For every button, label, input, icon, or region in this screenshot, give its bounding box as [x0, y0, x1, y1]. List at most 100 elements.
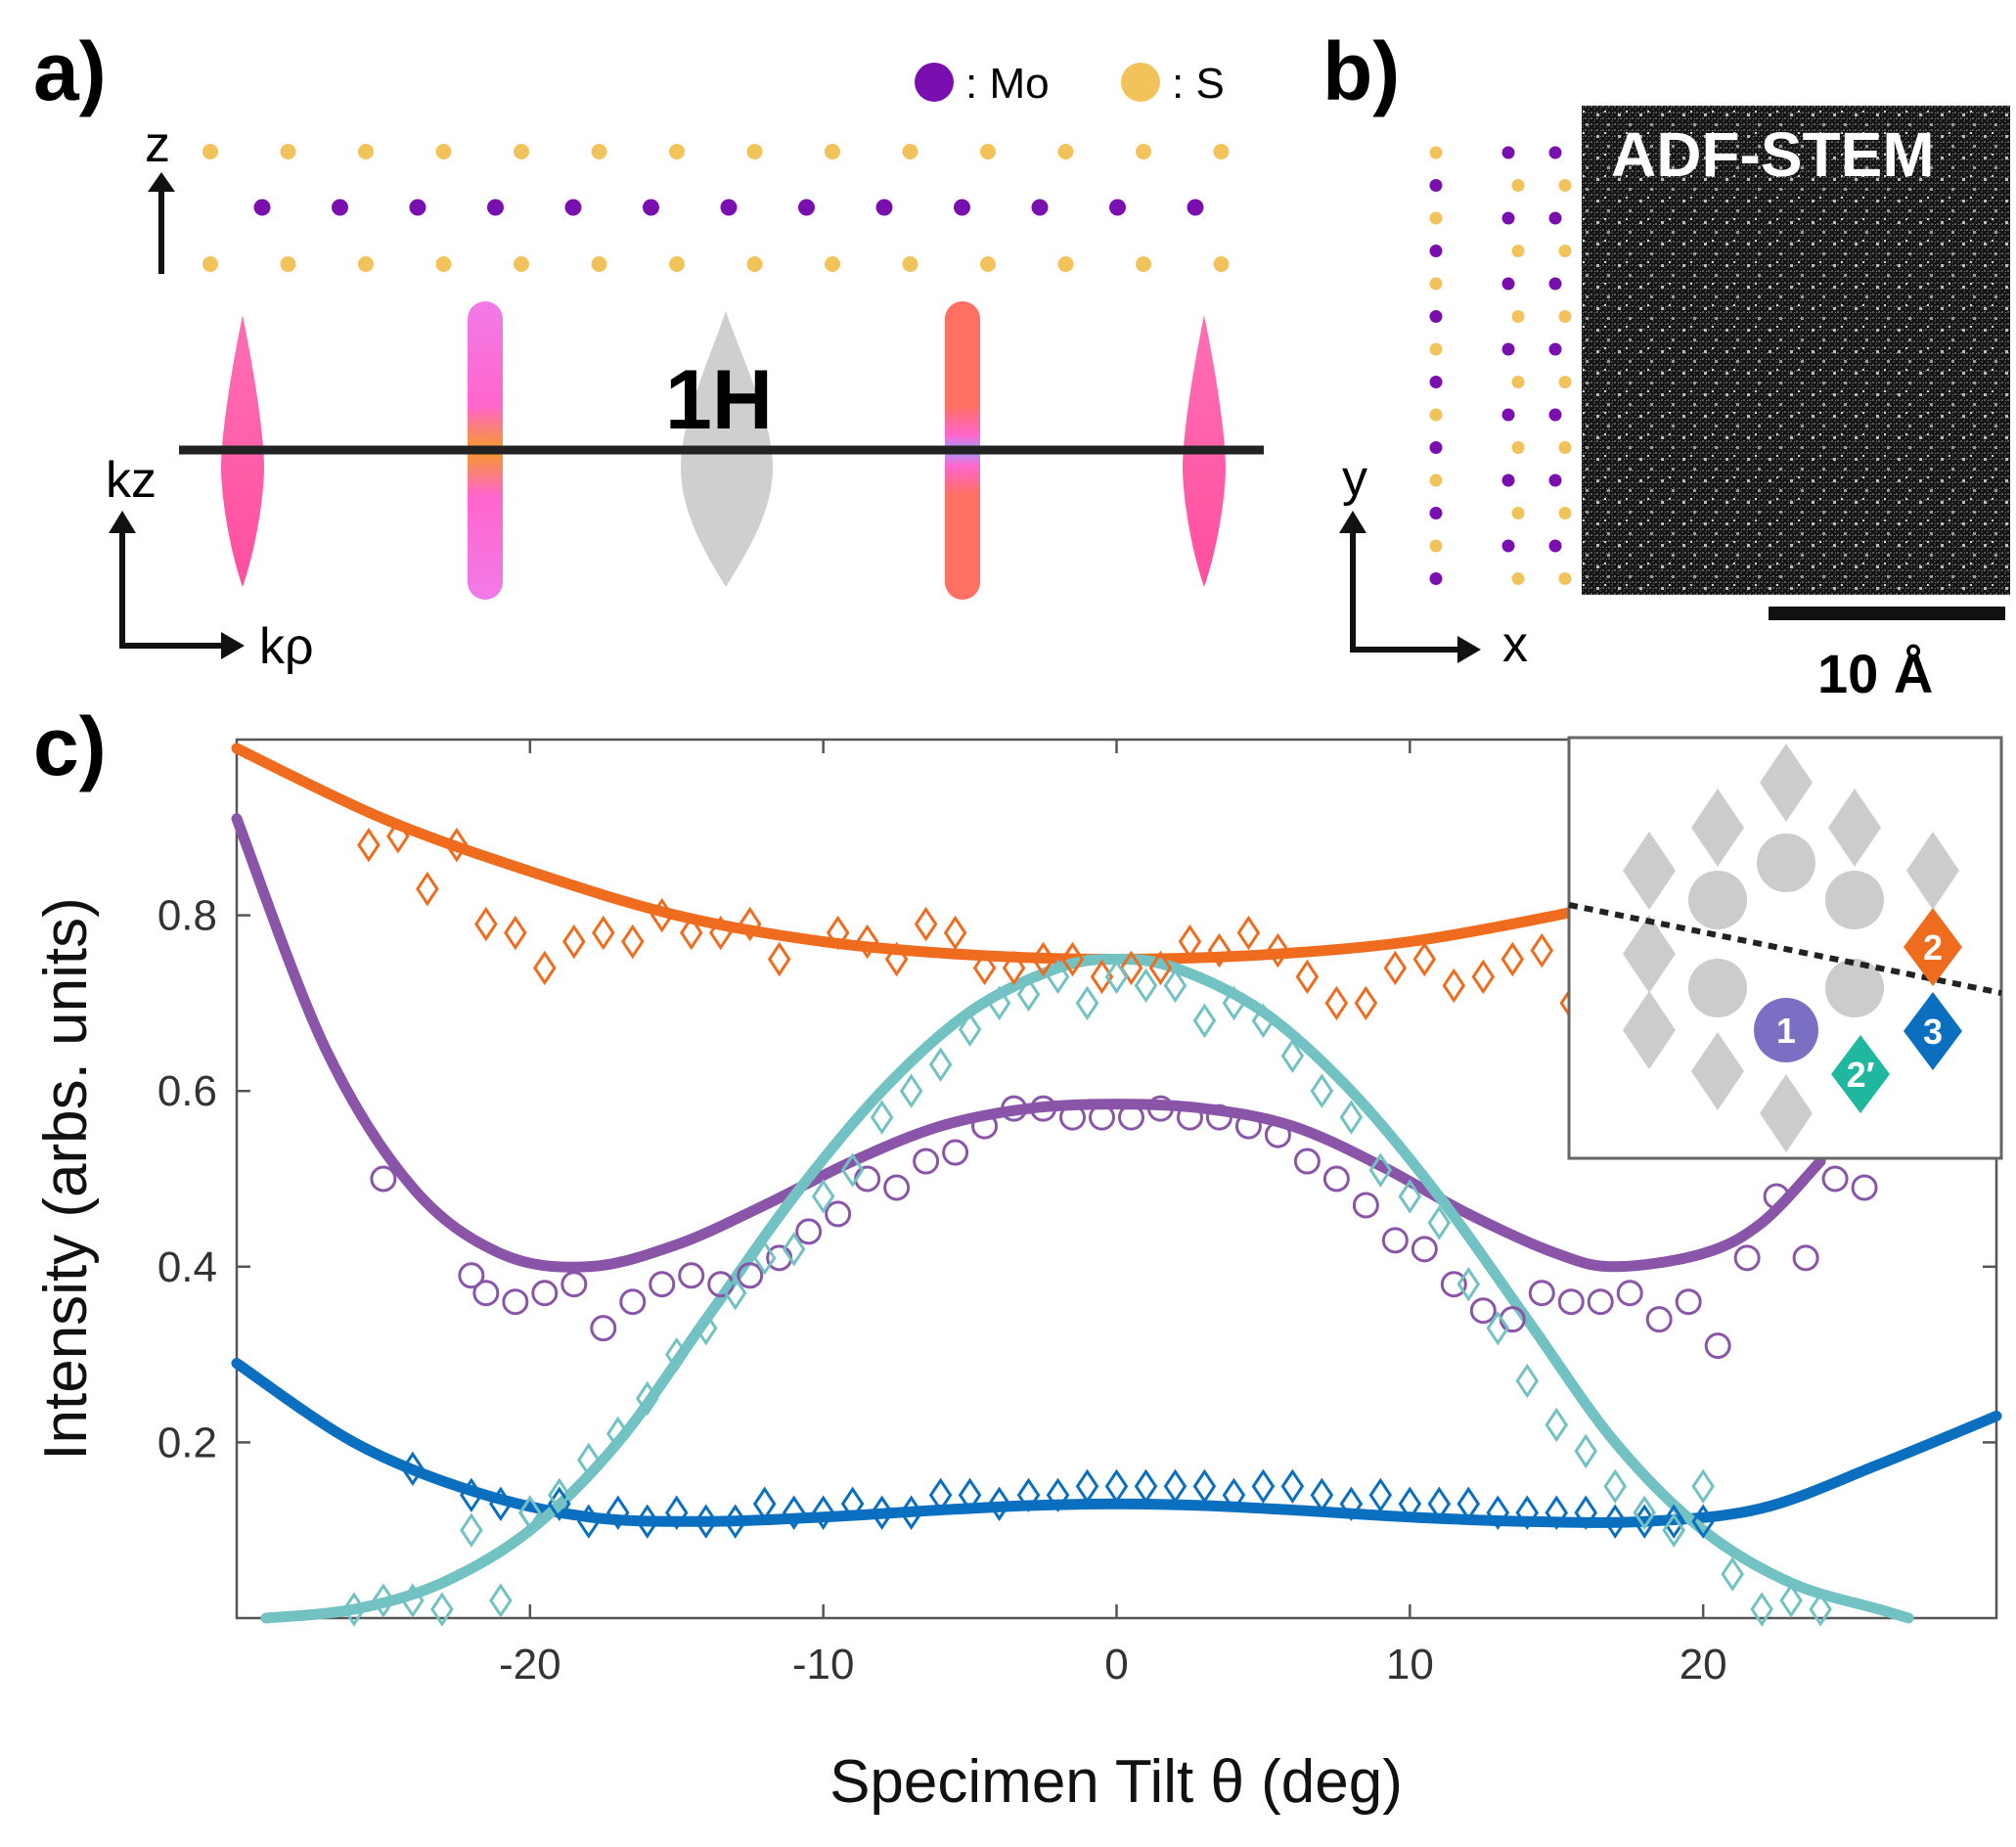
- data-point-spot-3: [1662, 1504, 1685, 1539]
- data-point-spot-2-: [870, 1100, 894, 1135]
- s-atom: [1429, 277, 1443, 291]
- data-point-spot-3: [752, 1486, 777, 1521]
- data-point-spot-2: [1412, 941, 1437, 977]
- s-atom: [1057, 256, 1074, 272]
- data-point-spot-1: [1440, 1271, 1467, 1298]
- s-atom: [669, 144, 685, 159]
- data-point-spot-2: [1236, 915, 1261, 951]
- s-atom: [825, 256, 840, 272]
- data-point-spot-1: [1234, 1112, 1262, 1140]
- s-atom: [1558, 572, 1572, 585]
- data-point-spot-3: [1192, 1468, 1217, 1505]
- s-atom: [358, 256, 374, 272]
- data-point-spot-3: [1134, 1468, 1158, 1505]
- data-point-spot-2-: [548, 1477, 571, 1512]
- data-point-spot-2: [591, 915, 615, 951]
- s-atom: [435, 256, 452, 272]
- panel-b-label: b): [1322, 25, 1400, 117]
- inset-diamond-spot: [1760, 1074, 1813, 1152]
- s-atom: [280, 256, 296, 272]
- legend-s: : S: [1121, 60, 1225, 108]
- data-point-spot-2-: [811, 1179, 835, 1214]
- mo-atom: [1187, 199, 1204, 216]
- mo-atom: [1548, 277, 1562, 291]
- inset-circle-spot: [1825, 871, 1884, 929]
- data-point-spot-2: [1031, 941, 1055, 977]
- data-point-spot-1: [1528, 1280, 1555, 1307]
- s-atom: [1057, 144, 1074, 159]
- data-point-spot-2-: [1545, 1407, 1569, 1443]
- diffraction-inset: 1 2 2′ 3: [1567, 736, 2003, 1160]
- data-point-spot-3: [401, 1451, 425, 1487]
- fit-line-spot-2-: [260, 953, 1914, 1624]
- badge-2: 2: [1904, 908, 1962, 986]
- mo-atom: [1429, 376, 1443, 388]
- data-point-spot-2-: [752, 1240, 777, 1276]
- inset-diamond-spot: [1623, 832, 1676, 910]
- data-point-spot-2: [650, 897, 674, 933]
- x-axis-title: Specimen Tilt θ (deg): [829, 1748, 1403, 1816]
- mo-atom: [1429, 507, 1443, 519]
- badge-3: 3: [1904, 992, 1962, 1070]
- inset-diamond-spot: [1828, 788, 1881, 867]
- mo-atom: [798, 199, 815, 216]
- kz-axis-label: kz: [106, 452, 157, 509]
- data-point-spot-2-: [460, 1512, 483, 1548]
- data-point-spot-2: [562, 924, 586, 960]
- mo-atom: [875, 199, 893, 216]
- data-point-spot-1: [825, 1200, 852, 1228]
- scale-bar-label: 10 Å: [1817, 643, 1933, 704]
- mo-atom: [1429, 179, 1443, 192]
- s-atom: [202, 144, 218, 159]
- data-point-spot-1: [1616, 1280, 1643, 1307]
- data-point-spot-1: [1411, 1236, 1438, 1263]
- data-point-spot-2: [972, 950, 997, 986]
- data-point-spot-2-: [518, 1495, 542, 1530]
- data-point-spot-2-: [1046, 959, 1070, 995]
- data-point-spot-1: [1645, 1306, 1673, 1333]
- data-point-spot-2-: [1075, 985, 1099, 1021]
- data-point-spot-3: [635, 1504, 659, 1539]
- mo-atom: [1429, 572, 1443, 585]
- stem-title: ADF-STEM: [1611, 119, 1935, 190]
- data-point-spot-1: [1117, 1104, 1144, 1131]
- s-atom: [435, 144, 452, 159]
- data-point-spot-3: [1075, 1468, 1099, 1505]
- data-point-spot-2-: [576, 1442, 601, 1478]
- data-point-spot-2: [533, 950, 557, 986]
- data-point-spot-3: [870, 1495, 894, 1530]
- y-axis-title: Intensity (arbs. units): [32, 897, 100, 1460]
- s-atom: [1558, 507, 1572, 519]
- data-point-spot-2-: [1222, 985, 1246, 1021]
- tilt-intensity-plot: -20 -10 0 10 20 0.2 0.4 0.6 0.8: [157, 738, 2002, 1689]
- s-atom: [591, 144, 607, 159]
- data-point-spot-2: [1501, 941, 1525, 977]
- data-point-spot-2: [1178, 924, 1202, 960]
- data-point-spot-2: [620, 924, 645, 960]
- data-point-spot-2-: [401, 1583, 425, 1618]
- s-atom: [1429, 211, 1443, 225]
- data-point-spot-2: [1354, 985, 1378, 1021]
- inset-diamond-spot: [1691, 1032, 1744, 1110]
- data-point-spot-2: [1060, 941, 1085, 977]
- data-point-spot-2-: [1134, 968, 1158, 1004]
- data-point-spot-3: [1310, 1477, 1334, 1512]
- data-point-spot-2-: [928, 1047, 953, 1082]
- data-point-spot-1: [737, 1262, 764, 1289]
- data-point-spot-1: [1264, 1121, 1291, 1149]
- badge-1: 1: [1754, 998, 1818, 1062]
- data-point-spot-3: [1574, 1495, 1598, 1530]
- data-point-spot-2: [884, 941, 909, 977]
- data-point-spot-2-: [1721, 1556, 1744, 1592]
- inset-circle-spot: [1688, 959, 1747, 1017]
- s-atom: [746, 144, 763, 159]
- y-tick-label: 0.2: [157, 1419, 217, 1466]
- data-point-spot-1: [370, 1165, 397, 1193]
- mo-atom: [409, 199, 426, 216]
- mo-legend-label: : Mo: [965, 60, 1050, 108]
- data-point-spot-3: [811, 1495, 835, 1530]
- axis-ticks: -20 -10 0 10 20 0.2 0.4 0.6 0.8: [157, 740, 1996, 1689]
- data-point-spot-1: [1821, 1165, 1849, 1193]
- mo-atom: [643, 199, 659, 216]
- adf-stem-image: ADF-STEM: [1582, 106, 2010, 595]
